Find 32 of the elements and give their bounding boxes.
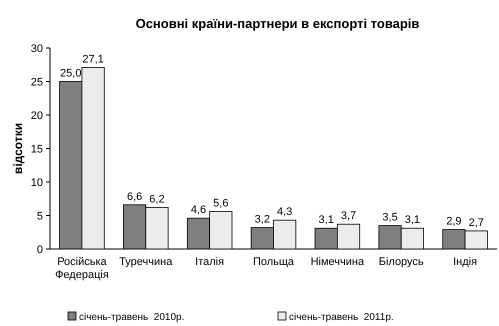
x-tick-label: Індія — [453, 256, 478, 268]
data-label: 27,1 — [82, 53, 104, 66]
data-label: 3,7 — [340, 210, 356, 222]
data-label: 3,5 — [382, 212, 398, 224]
x-tick-label: Німеччина — [310, 256, 365, 268]
y-tick-label: 20 — [30, 110, 43, 122]
data-label: 6,2 — [149, 193, 165, 206]
y-axis-title: відсотки — [11, 122, 25, 174]
x-tick-label: Туреччина — [119, 256, 174, 268]
data-label: 2,9 — [446, 216, 462, 228]
data-label: 4,6 — [190, 204, 206, 216]
data-label: 25,0 — [60, 68, 82, 80]
legend-label: січень-травень 2011р. — [289, 312, 394, 323]
data-label: 3,2 — [254, 214, 270, 226]
data-label: 5,6 — [213, 197, 228, 210]
x-tick-label: Російська Федерація — [55, 256, 109, 281]
chart-title: Основні країни-партнери в експорті товарів — [136, 16, 420, 31]
x-tick-label: Білорусь — [378, 256, 424, 268]
y-tick-label: 10 — [30, 177, 43, 189]
data-label: 3,1 — [318, 214, 334, 226]
y-tick-label: 15 — [30, 144, 43, 156]
data-label: 4,3 — [277, 206, 292, 218]
data-label: 6,6 — [126, 190, 142, 203]
y-tick-label: 5 — [36, 210, 43, 222]
y-tick-label: 30 — [30, 43, 43, 55]
x-tick-label: Польща — [252, 256, 295, 268]
y-tick-label: 0 — [36, 244, 43, 256]
x-tick-label: Італія — [195, 256, 224, 268]
data-label: 3,1 — [404, 214, 420, 226]
legend-label: січень-травень 2010р. — [79, 312, 184, 323]
data-label: 2,7 — [468, 216, 484, 229]
y-tick-label: 25 — [30, 76, 43, 88]
